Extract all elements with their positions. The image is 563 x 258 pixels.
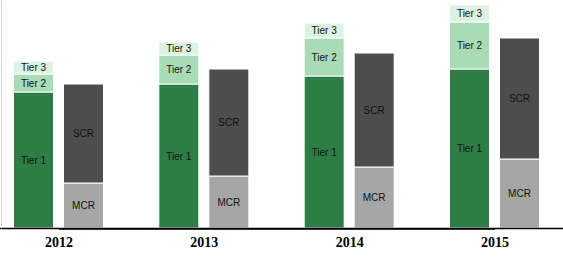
bar-segment — [354, 53, 394, 167]
segment-label: Tier 2 — [166, 64, 192, 75]
segment-label: MCR — [72, 200, 95, 211]
chart: Tier 1 Tier 1 Tier 1 Tier 1 Tier 2 Tier 2 Tier… — [0, 0, 563, 258]
segment-label: SCR — [509, 93, 530, 104]
bar-segment — [159, 42, 199, 55]
x-axis: 2012 2013 2014 2015 — [45, 229, 509, 251]
segment-label: SCR — [364, 105, 385, 116]
bar-segment — [209, 69, 249, 176]
segment-label: Tier 3 — [21, 62, 47, 73]
x-tick: 2013 — [190, 229, 218, 251]
bar-segment — [500, 159, 540, 228]
segment-label: MCR — [217, 197, 240, 208]
segment-labels: Tier 1 Tier 1 Tier 1 Tier 1 Tier 2 Tier 2 Tier… — [21, 8, 531, 211]
segment-label: MCR — [508, 188, 531, 199]
x-axis-line — [59, 228, 495, 230]
bar-segment — [159, 55, 199, 84]
baseline — [0, 228, 563, 230]
x-tick-label: 2013 — [190, 235, 218, 250]
bar-segment — [304, 76, 344, 228]
bar-segment — [159, 84, 199, 228]
bar-segment — [14, 74, 54, 92]
segment-label: SCR — [218, 117, 239, 128]
segment-label: Tier 3 — [166, 43, 192, 54]
bar-segment — [304, 38, 344, 76]
x-tick-label: 2015 — [481, 235, 509, 250]
bar-segment — [64, 84, 104, 183]
bar-segment — [450, 22, 490, 69]
segment-label: Tier 3 — [312, 25, 338, 36]
segment-label: SCR — [73, 128, 94, 139]
segment-label: Tier 2 — [457, 40, 483, 51]
segment-label: Tier 3 — [457, 8, 483, 19]
segment-label: Tier 2 — [312, 52, 338, 63]
x-tick-label: 2014 — [336, 235, 364, 250]
bar-segment — [450, 5, 490, 22]
bar-segment — [14, 92, 54, 228]
x-tick: 2015 — [481, 229, 509, 251]
segment-label: Tier 1 — [21, 155, 47, 166]
bar-segment — [500, 38, 540, 159]
y-axis — [1, 1, 2, 229]
bar-segment — [450, 69, 490, 228]
segment-label: Tier 1 — [166, 151, 192, 162]
y-axis-line — [1, 1, 2, 229]
bar-segment — [64, 183, 104, 228]
bar-segment — [304, 23, 344, 38]
bars — [14, 5, 540, 228]
bar-segment — [209, 176, 249, 228]
segment-label: Tier 1 — [312, 147, 338, 158]
x-tick: 2014 — [336, 229, 364, 251]
segment-label: Tier 2 — [21, 78, 47, 89]
bar-segment — [14, 61, 54, 74]
segment-label: Tier 1 — [457, 143, 483, 154]
segment-label: MCR — [363, 192, 386, 203]
bar-segment — [354, 167, 394, 228]
x-tick: 2012 — [45, 229, 73, 251]
x-tick-label: 2012 — [45, 235, 73, 250]
